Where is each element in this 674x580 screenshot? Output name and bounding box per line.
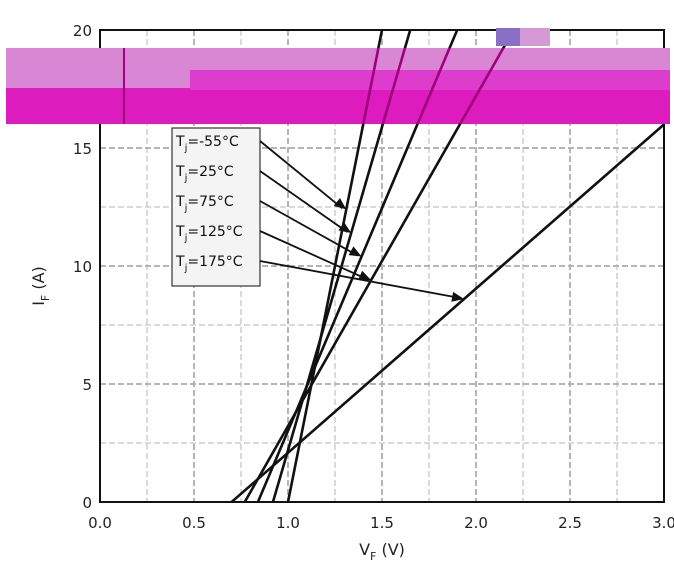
x-axis-title: VF (V) (359, 540, 405, 563)
x-tick-label: 2.5 (558, 514, 582, 532)
magenta-overlay-bands (6, 28, 670, 124)
y-axis-unit: (A) (29, 266, 48, 295)
y-tick-label: 5 (82, 376, 92, 394)
legend-label: Tj=125°C (175, 224, 243, 244)
legend-arrow-line (259, 170, 348, 233)
x-axis-unit: (V) (376, 540, 405, 559)
overlay-band-mid (190, 70, 670, 90)
x-tick-labels: 0.0 0.5 1.0 1.5 2.0 2.5 3.0 (88, 514, 674, 532)
legend-arrow-head (358, 270, 372, 281)
plot-frame (99, 29, 665, 503)
x-tick-label: 1.0 (276, 514, 300, 532)
y-tick-label: 10 (73, 258, 92, 276)
legend-box (171, 127, 261, 287)
legend-label: Tj=25°C (175, 164, 234, 184)
y-tick-label: 0 (82, 494, 92, 512)
legend-label: Tj=75°C (175, 194, 234, 214)
overlay-band-strong (6, 88, 670, 124)
y-tick-labels: 0 5 10 15 20 (73, 22, 92, 512)
series-line-through-band (361, 48, 380, 124)
legend-annotations: Tj=-55°C Tj=25°C Tj=75°C Tj=125°C Tj=175°C (171, 127, 465, 302)
legend-arrow-line (259, 230, 368, 280)
overlay-swatch-light (520, 28, 550, 46)
legend-arrow-head (338, 222, 352, 233)
y-tick-label: 20 (73, 22, 92, 40)
x-axis-subscript: F (370, 550, 376, 563)
legend-arrow-head (451, 291, 465, 302)
legend-label: Tj=175°C (175, 254, 243, 274)
legend-arrow-head (348, 246, 362, 257)
x-tick-label: 2.0 (464, 514, 488, 532)
legend-arrow-head (333, 197, 347, 210)
legend-label: Tj=-55°C (175, 134, 239, 154)
series-line-through-band (416, 48, 452, 124)
series-line (230, 123, 665, 503)
y-axis-title: IF (A) (29, 266, 52, 306)
legend-arrow-line (259, 260, 461, 299)
series-line-through-band (458, 48, 505, 124)
y-axis-symbol: I (29, 301, 48, 306)
y-axis-subscript: F (39, 295, 52, 301)
x-tick-label: 3.0 (652, 514, 674, 532)
x-axis-symbol: V (359, 540, 370, 559)
legend-arrow-line (259, 200, 358, 257)
legend-arrow-line (259, 140, 343, 210)
x-tick-label: 0.5 (182, 514, 206, 532)
y-tick-label: 15 (73, 140, 92, 158)
series-line-through-band (381, 48, 407, 124)
x-tick-label: 0.0 (88, 514, 112, 532)
overlay-swatch (496, 28, 520, 46)
x-tick-label: 1.5 (370, 514, 394, 532)
